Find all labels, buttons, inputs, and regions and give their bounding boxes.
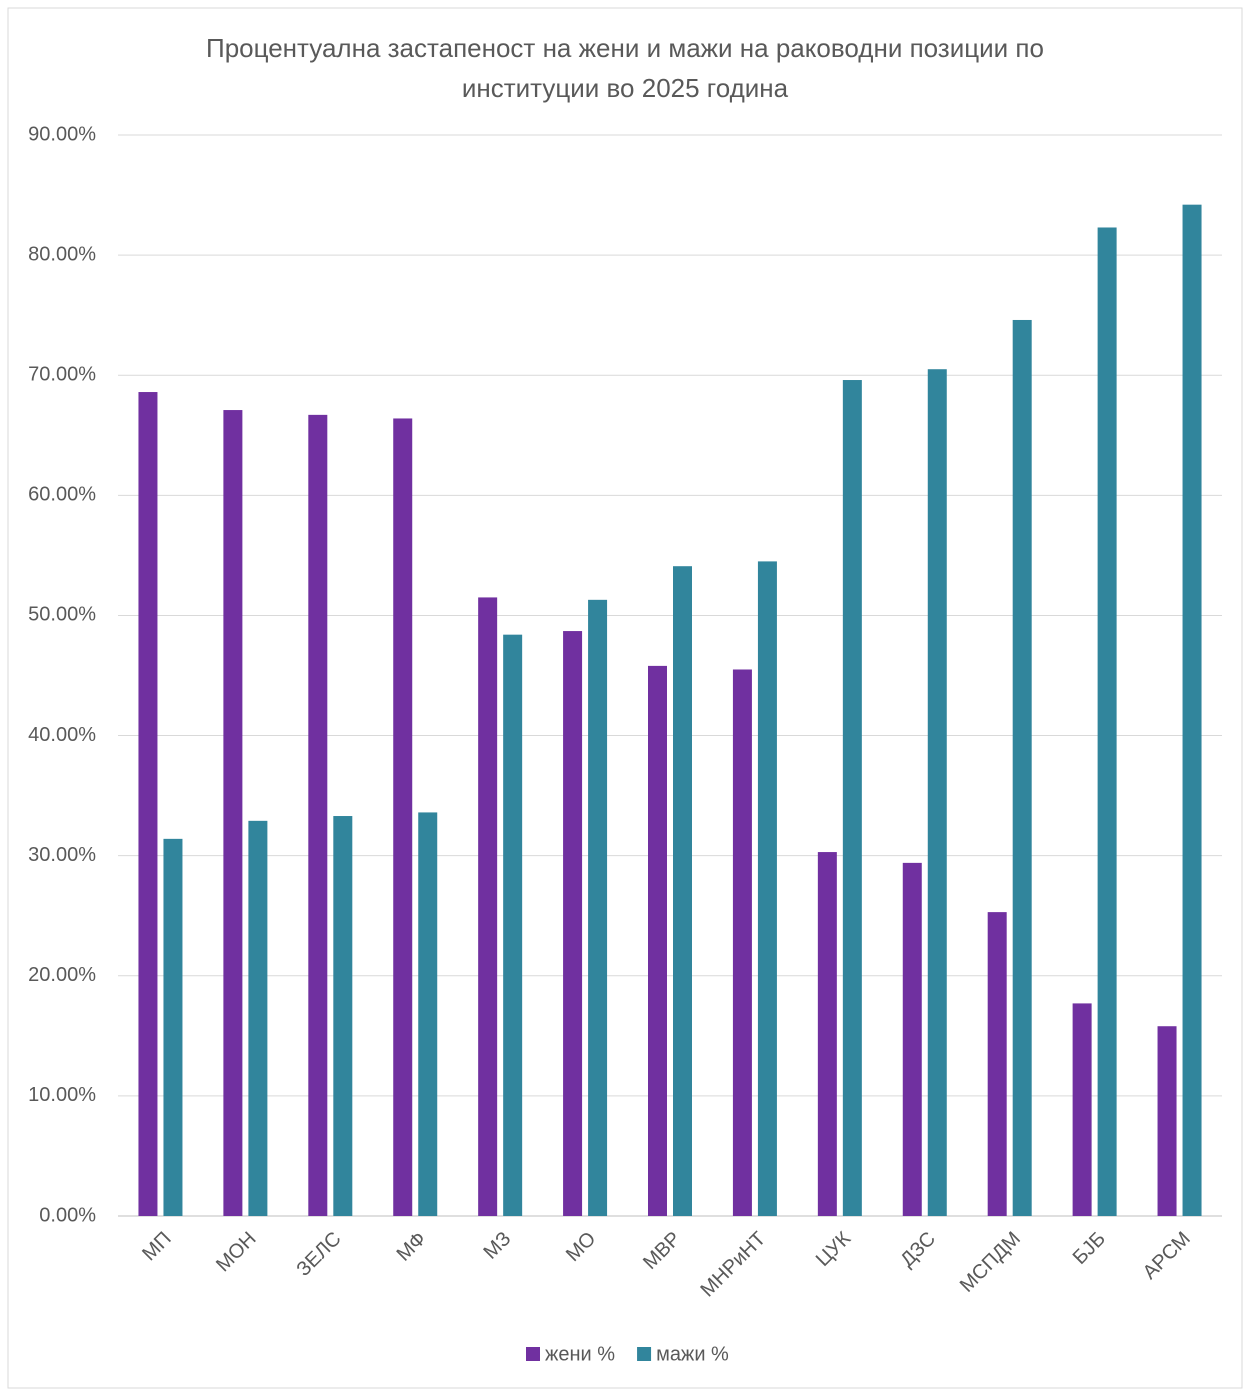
bar — [393, 418, 413, 1216]
bar — [987, 912, 1007, 1216]
y-tick-label: 40.00% — [28, 724, 96, 746]
bar — [817, 852, 837, 1216]
bar — [163, 838, 183, 1216]
chart-title: Процентуална застапеност на жени и мажи … — [206, 33, 1044, 103]
bar — [478, 597, 498, 1216]
bar — [588, 599, 608, 1216]
legend-swatch — [526, 1347, 540, 1361]
bar — [757, 561, 777, 1216]
legend-label: жени % — [545, 1343, 615, 1365]
bar — [248, 820, 268, 1216]
bar — [223, 410, 243, 1216]
bar — [927, 369, 947, 1216]
y-tick-label: 60.00% — [28, 484, 96, 506]
y-tick-label: 10.00% — [28, 1084, 96, 1106]
bar — [1012, 319, 1032, 1217]
legend-label: мажи % — [656, 1343, 729, 1365]
bar — [1157, 1026, 1177, 1216]
y-tick-label: 80.00% — [28, 243, 96, 265]
y-tick-label: 90.00% — [28, 123, 96, 145]
bar — [1097, 227, 1117, 1217]
y-tick-label: 50.00% — [28, 604, 96, 626]
bar — [1072, 1003, 1092, 1216]
y-tick-label: 0.00% — [39, 1204, 96, 1226]
bar — [673, 566, 692, 1216]
bar — [902, 862, 922, 1216]
bar — [418, 812, 438, 1216]
y-tick-label: 70.00% — [28, 364, 96, 386]
bar — [648, 665, 667, 1216]
chart-frame — [7, 7, 1243, 1389]
bar — [1182, 204, 1202, 1217]
bar — [503, 634, 523, 1216]
y-tick-label: 20.00% — [28, 964, 96, 986]
y-tick-label: 30.00% — [28, 844, 96, 866]
bar — [333, 816, 353, 1216]
bar — [732, 669, 752, 1216]
bar — [308, 414, 328, 1216]
bar — [138, 392, 158, 1216]
bar — [563, 631, 583, 1216]
bar — [842, 380, 862, 1216]
legend-swatch — [637, 1347, 652, 1361]
